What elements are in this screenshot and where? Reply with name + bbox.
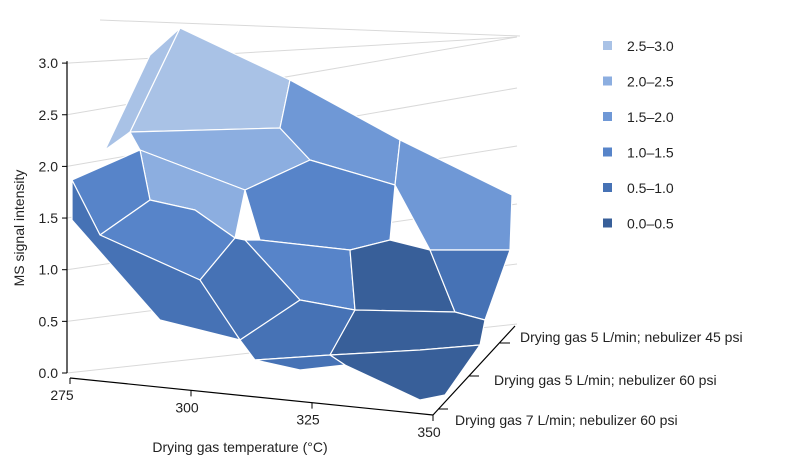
y-tick-label: 2.0 — [39, 158, 59, 174]
x-tick-label: 300 — [175, 399, 199, 415]
y-tick-label: 1.5 — [39, 210, 59, 226]
legend-swatch — [603, 147, 612, 157]
y-tick-label: 1.0 — [39, 262, 59, 278]
legend-swatch — [603, 112, 612, 121]
legend-swatch — [603, 183, 612, 192]
legend-label: 2.0–2.5 — [627, 74, 674, 90]
y-tick-label: 0.0 — [39, 365, 59, 381]
x-axis-line — [69, 377, 434, 416]
legend-label: 0.0–0.5 — [627, 216, 674, 232]
depth-category-label: Drying gas 5 L/min; nebulizer 60 psi — [494, 372, 717, 388]
y-axis-title: MS signal intensity — [11, 170, 27, 287]
surface-patch — [254, 354, 346, 371]
depth-category-label: Drying gas 7 L/min; nebulizer 60 psi — [455, 412, 678, 428]
legend: 2.5–3.0 2.0–2.5 1.5–2.0 1.0–1.5 0.5–1.0 0.0–0… — [603, 38, 674, 232]
surface-plot — [71, 27, 513, 401]
y-tick-label: 2.5 — [39, 107, 59, 123]
surface-patch — [104, 27, 181, 151]
legend-swatch — [603, 76, 612, 86]
x-tick-label: 350 — [417, 424, 441, 440]
y-axis-ticks: 0.0 0.5 1.0 1.5 2.0 2.5 3.0 — [39, 55, 67, 381]
legend-label: 1.5–2.0 — [627, 109, 674, 125]
x-tick-label: 325 — [296, 412, 320, 428]
surface-patch — [329, 344, 481, 401]
legend-swatch — [603, 41, 612, 50]
legend-label: 2.5–3.0 — [627, 38, 674, 54]
depth-axis: Drying gas 7 L/min; nebulizer 60 psi Dryi… — [438, 329, 743, 428]
legend-label: 0.5–1.0 — [627, 180, 674, 196]
x-tick-label: 275 — [50, 387, 74, 403]
legend-label: 1.0–1.5 — [627, 145, 674, 161]
y-tick-label: 3.0 — [39, 55, 59, 71]
legend-swatch — [603, 218, 612, 228]
depth-category-label: Drying gas 5 L/min; nebulizer 45 psi — [520, 329, 743, 345]
y-tick-label: 0.5 — [39, 313, 59, 329]
surface-patch — [394, 139, 513, 251]
x-axis-title: Drying gas temperature (°C) — [152, 439, 327, 455]
depth-axis-line — [432, 325, 516, 416]
grid-line — [99, 19, 521, 37]
x-axis-ticks: 275 300 325 350 — [50, 378, 441, 440]
grid-line — [66, 36, 518, 64]
